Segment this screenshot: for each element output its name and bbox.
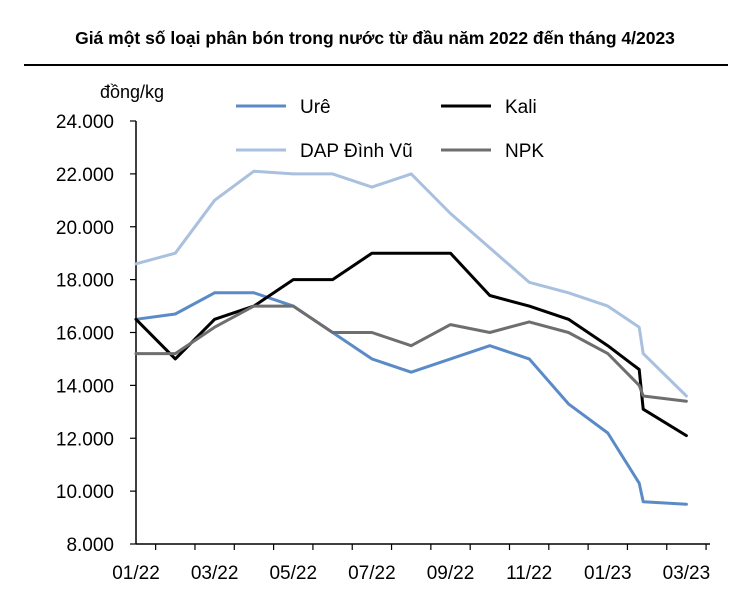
x-tick-label: 01/23	[584, 563, 632, 584]
x-tick-label: 03/23	[663, 563, 711, 584]
y-axis-unit-label: đồng/kg	[100, 82, 164, 102]
chart-title: Giá một số loại phân bón trong nước từ đ…	[75, 28, 675, 48]
y-tick-label: 14.000	[56, 376, 114, 397]
series-lines	[134, 169, 688, 506]
y-tick-label: 12.000	[56, 429, 114, 450]
y-axis-ticks: 8.000 10.000 12.000 14.000 16.000 18.000 20.00…	[56, 112, 136, 556]
y-tick-label: 18.000	[56, 271, 114, 292]
series-line-kali	[134, 251, 688, 438]
x-tick-label: 11/22	[506, 563, 552, 584]
legend-label: Urê	[300, 97, 331, 118]
y-tick-label: 16.000	[56, 324, 114, 345]
title-rule	[24, 64, 728, 66]
legend-label: DAP Đình Vũ	[300, 141, 413, 162]
y-tick-label: 8.000	[66, 535, 114, 556]
x-tick-label: 09/22	[427, 563, 475, 584]
x-axis-ticks: 01/22 03/22 05/22 07/22 09/22 11/22 01/23 03/23	[112, 544, 710, 584]
x-tick-label: 05/22	[269, 563, 317, 584]
x-tick-label: 07/22	[348, 563, 396, 584]
series-line-npk	[134, 304, 688, 403]
legend-label: Kali	[505, 97, 537, 118]
y-tick-label: 20.000	[56, 218, 114, 239]
x-tick-label: 03/22	[191, 563, 239, 584]
x-tick-label: 01/22	[112, 563, 160, 584]
legend-label: NPK	[505, 141, 544, 162]
series-line-dap-đình-vũ	[134, 169, 688, 398]
y-tick-label: 22.000	[56, 165, 114, 186]
series-line-urê	[134, 291, 688, 506]
y-tick-label: 10.000	[56, 482, 114, 503]
legend: Urê Kali DAP Đình Vũ NPK	[236, 97, 544, 162]
y-tick-label: 24.000	[56, 112, 114, 133]
